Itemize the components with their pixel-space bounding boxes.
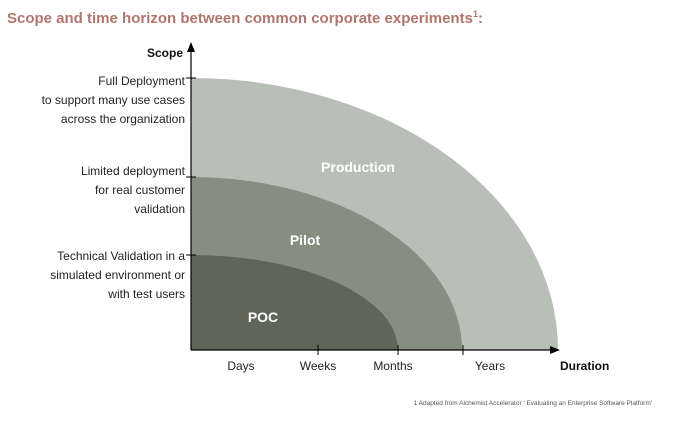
- duration-tick-years: Years: [475, 359, 505, 373]
- scope-full-line-3: across the organization: [61, 112, 185, 126]
- x-axis-arrow-icon: [550, 346, 560, 354]
- region-poc-label: POC: [248, 309, 278, 325]
- y-axis-title: Scope: [147, 46, 183, 60]
- duration-tick-days: Days: [227, 359, 254, 373]
- page-title: Scope and time horizon between common co…: [7, 9, 483, 27]
- duration-tick-weeks: Weeks: [300, 359, 336, 373]
- scope-full-line-2: to support many use cases: [42, 93, 185, 107]
- title-text: Scope and time horizon between common co…: [7, 10, 473, 27]
- scope-full-line-1: Full Deployment: [98, 74, 185, 88]
- scope-limited-line-1: Limited deployment: [81, 164, 186, 178]
- y-axis-arrow-icon: [187, 42, 195, 52]
- scope-limited-line-2: for real customer: [95, 183, 185, 197]
- footnote: 1 Adapted from Alchemist Accelerator ' E…: [414, 400, 652, 407]
- region-production-label: Production: [321, 159, 395, 175]
- x-axis-title: Duration: [560, 359, 609, 373]
- region-pilot-label: Pilot: [290, 232, 321, 248]
- scope-technical-line-1: Technical Validation in a: [57, 249, 185, 263]
- scope-technical-line-2: simulated environment or: [50, 268, 185, 282]
- scope-limited-line-3: validation: [134, 202, 185, 216]
- duration-tick-months: Months: [373, 359, 412, 373]
- region-poc-shape: [191, 255, 398, 350]
- scope-technical-line-3: with test users: [107, 287, 185, 301]
- title-footnote-mark: 1: [472, 9, 478, 19]
